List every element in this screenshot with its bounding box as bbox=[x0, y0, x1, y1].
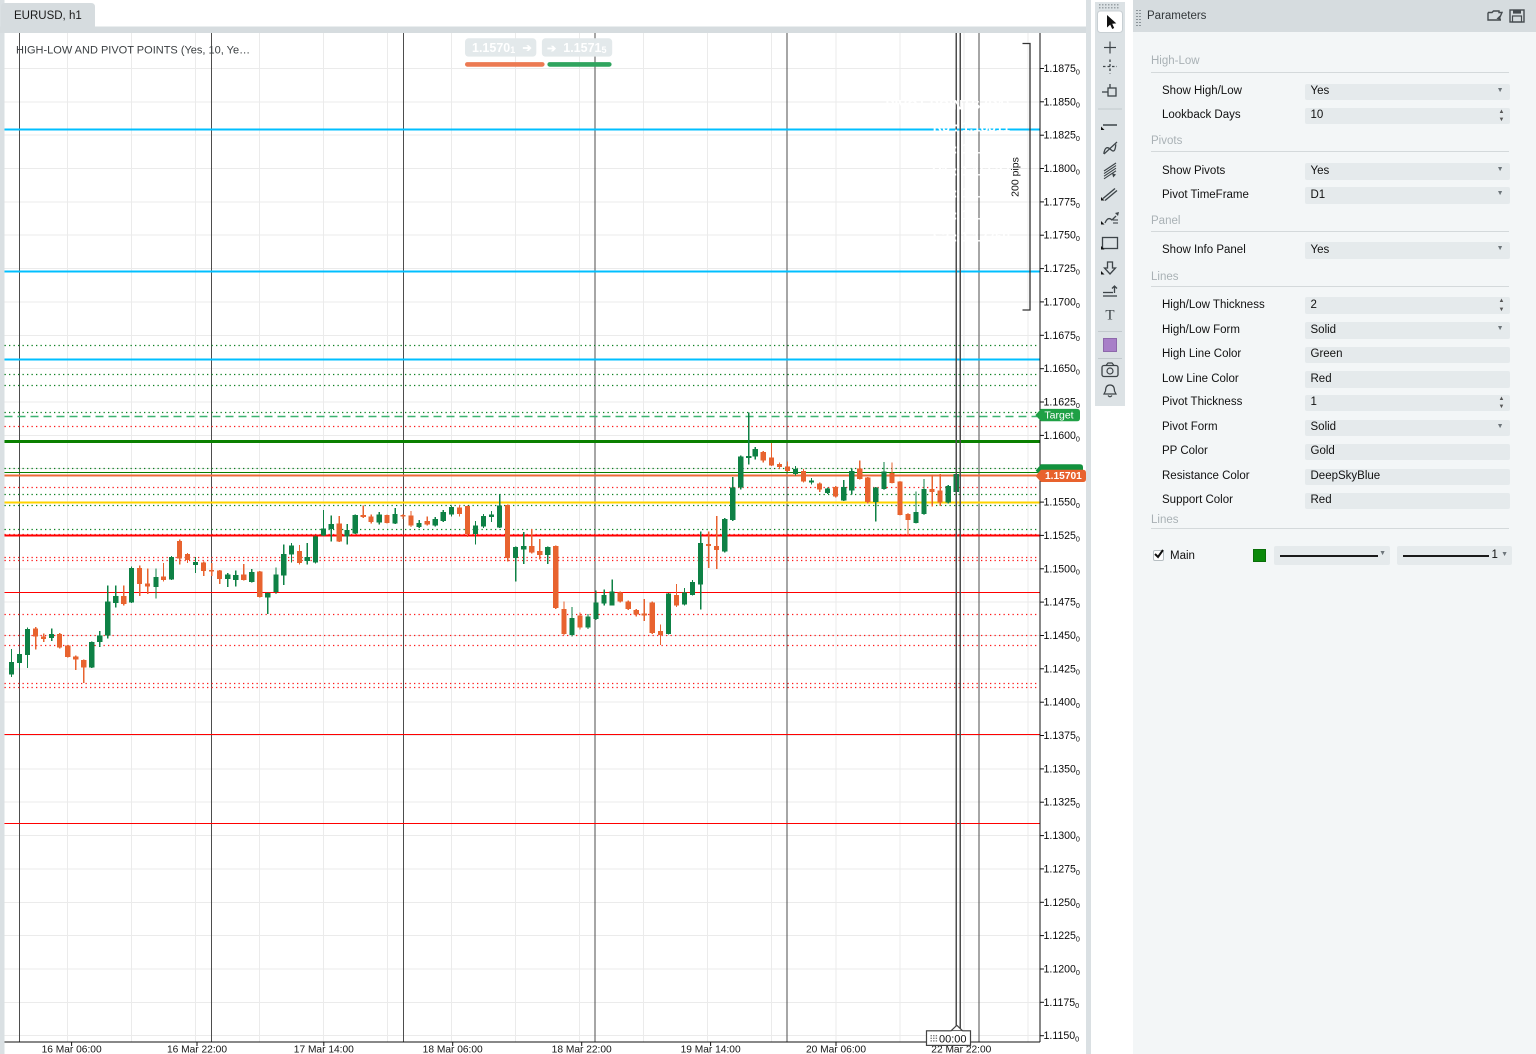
svg-text:1.15701: 1.15701 bbox=[1045, 471, 1082, 482]
svg-text:1.12000: 1.12000 bbox=[1044, 964, 1080, 977]
svg-text:1.18750: 1.18750 bbox=[1044, 63, 1080, 76]
svg-text:18 Mar 06:00: 18 Mar 06:00 bbox=[423, 1044, 483, 1054]
svg-text:1.16000: 1.16000 bbox=[1044, 430, 1080, 443]
svg-text:1.17500: 1.17500 bbox=[1044, 230, 1080, 243]
svg-text:1.12500: 1.12500 bbox=[1044, 897, 1080, 910]
svg-text:1.17000: 1.17000 bbox=[1044, 296, 1080, 309]
svg-text:1.14000: 1.14000 bbox=[1044, 697, 1080, 710]
svg-text:16 Mar 22:00: 16 Mar 22:00 bbox=[167, 1044, 227, 1054]
svg-text:1.13750: 1.13750 bbox=[1044, 730, 1080, 743]
svg-text:T: T bbox=[1105, 308, 1114, 324]
svg-text:1.15715: 1.15715 bbox=[563, 41, 606, 55]
svg-text:1.14750: 1.14750 bbox=[1044, 597, 1080, 610]
svg-text:1.13250: 1.13250 bbox=[1044, 797, 1080, 810]
svg-text:1.15000: 1.15000 bbox=[1044, 563, 1080, 576]
svg-text:1.11750: 1.11750 bbox=[1044, 997, 1080, 1010]
svg-text:HIGH-LOW AND PIVOT POINTS (Yes: HIGH-LOW AND PIVOT POINTS (Yes, 10, Ye… bbox=[16, 45, 250, 57]
svg-text:1.18500: 1.18500 bbox=[1044, 96, 1080, 109]
svg-text:1.17250: 1.17250 bbox=[1044, 263, 1080, 276]
svg-text:1.15250: 1.15250 bbox=[1044, 530, 1080, 543]
svg-text:➔: ➔ bbox=[523, 43, 533, 55]
svg-text:200 pips: 200 pips bbox=[1010, 157, 1022, 197]
svg-text:Target: Target bbox=[1044, 409, 1073, 421]
svg-text:19 Mar 14:00: 19 Mar 14:00 bbox=[681, 1044, 741, 1054]
svg-text:1.13500: 1.13500 bbox=[1044, 763, 1080, 776]
svg-text:S2 : 1.13759: S2 : 1.13759 bbox=[933, 230, 1010, 245]
svg-text:1.18250: 1.18250 bbox=[1044, 130, 1080, 143]
svg-text:1.16750: 1.16750 bbox=[1044, 330, 1080, 343]
svg-text:S1 : 1.14823: S1 : 1.14823 bbox=[933, 208, 1011, 223]
svg-text:00:00: 00:00 bbox=[939, 1033, 967, 1045]
svg-text:R2 : 1.17257: R2 : 1.17257 bbox=[932, 142, 1010, 157]
svg-text:PIVOT POINTS (D1): PIVOT POINTS (D1) bbox=[885, 98, 1010, 113]
svg-text:EURUSD, h1: EURUSD, h1 bbox=[14, 10, 82, 22]
svg-text:1.15500: 1.15500 bbox=[1044, 497, 1080, 510]
svg-text:1.16500: 1.16500 bbox=[1044, 363, 1080, 376]
svg-text:PP : 1.15500: PP : 1.15500 bbox=[931, 186, 1010, 201]
svg-text:1.11500: 1.11500 bbox=[1044, 1030, 1080, 1043]
svg-text:1.18000: 1.18000 bbox=[1044, 163, 1080, 176]
svg-text:1.12250: 1.12250 bbox=[1044, 930, 1080, 943]
svg-text:22 Mar 22:00: 22 Mar 22:00 bbox=[931, 1044, 991, 1054]
svg-text:1.15701: 1.15701 bbox=[472, 41, 515, 55]
svg-text:17 Mar 14:00: 17 Mar 14:00 bbox=[294, 1044, 354, 1054]
svg-text:1.13000: 1.13000 bbox=[1044, 830, 1080, 843]
svg-text:1.14250: 1.14250 bbox=[1044, 663, 1080, 676]
svg-text:1.16250: 1.16250 bbox=[1044, 397, 1080, 410]
svg-text:18 Mar 22:00: 18 Mar 22:00 bbox=[552, 1044, 612, 1054]
svg-text:20 Mar 06:00: 20 Mar 06:00 bbox=[806, 1044, 866, 1054]
svg-text:➔: ➔ bbox=[547, 43, 557, 55]
svg-text:1.12750: 1.12750 bbox=[1044, 863, 1080, 876]
svg-text:1.14500: 1.14500 bbox=[1044, 630, 1080, 643]
svg-text:R3 : 1.18311: R3 : 1.18311 bbox=[933, 120, 1011, 135]
svg-text:1.17750: 1.17750 bbox=[1044, 196, 1080, 209]
svg-text:R1 : 1.16627: R1 : 1.16627 bbox=[932, 164, 1010, 179]
svg-text:16 Mar 06:00: 16 Mar 06:00 bbox=[42, 1044, 102, 1054]
